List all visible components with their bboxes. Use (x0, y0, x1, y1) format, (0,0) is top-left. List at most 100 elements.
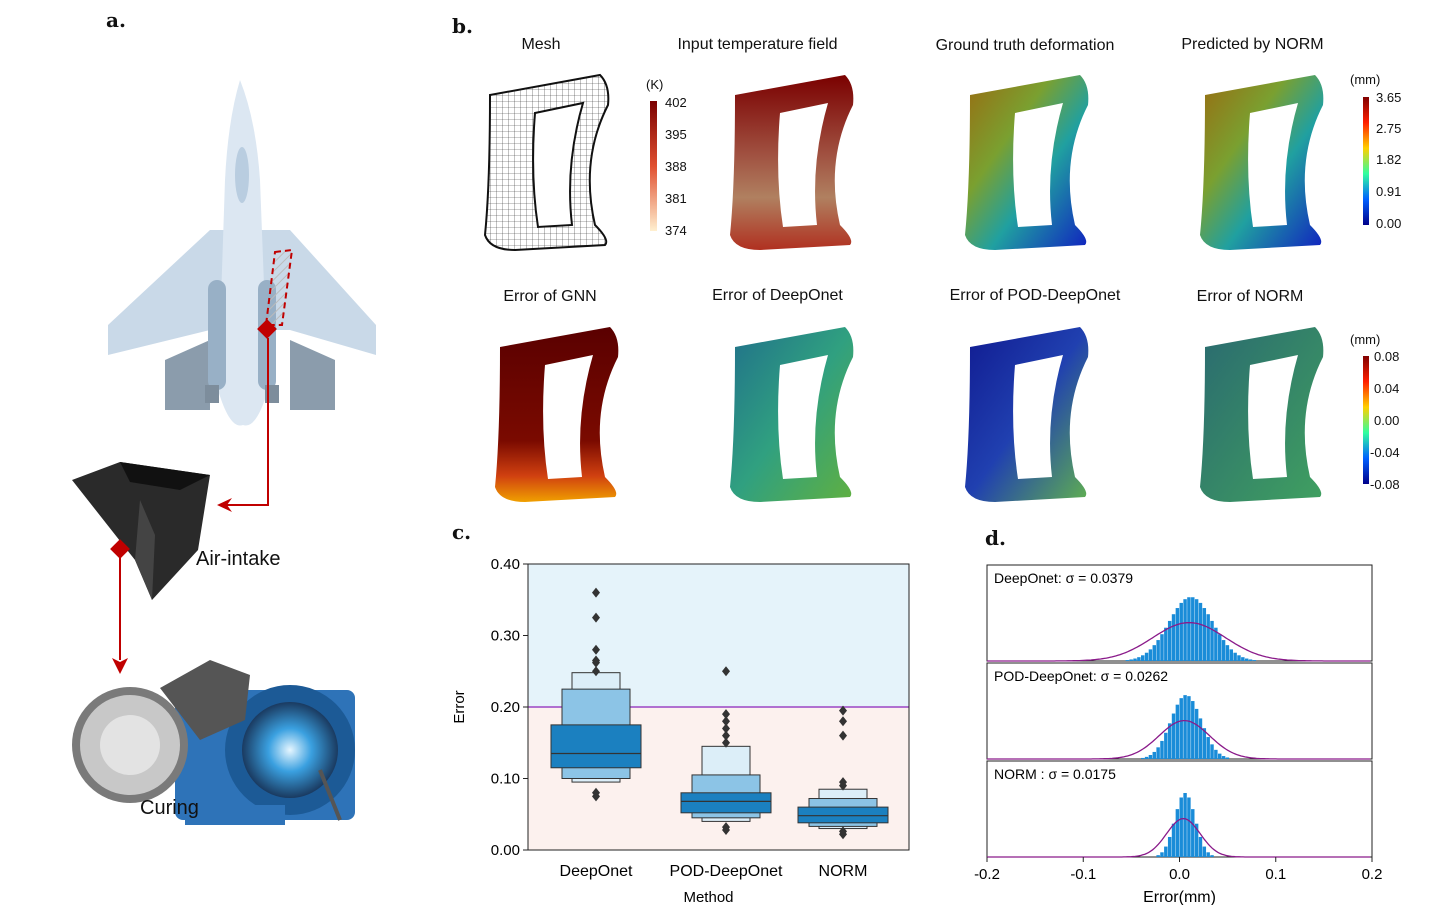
deform-tick-3: 0.91 (1376, 184, 1402, 199)
error-colorbar (1363, 356, 1369, 484)
hist-bar (1175, 704, 1180, 759)
hist-bar (1133, 658, 1137, 661)
outlier-point (722, 730, 730, 741)
hist-bar (1156, 855, 1160, 857)
hist-bar (1179, 602, 1183, 661)
error-pod-deeponet-plot (965, 327, 1089, 502)
hist-bar (1225, 757, 1230, 759)
predicted-plot (1200, 75, 1324, 250)
title-mesh: Mesh (521, 36, 561, 53)
mesh-plot (484, 74, 610, 251)
hist-bar (1148, 754, 1153, 759)
error-tick-0: 0.08 (1374, 349, 1400, 364)
hist-bar (1156, 747, 1160, 759)
hist-bar (1175, 608, 1180, 661)
hist-bar (1160, 740, 1164, 759)
temp-tick-1: 395 (665, 127, 687, 142)
hist-bar (1191, 597, 1195, 661)
temperature-colorbar (650, 101, 657, 231)
x-tick-label: 0.0 (1169, 866, 1190, 883)
hist-bar (1160, 634, 1164, 661)
error-unit: (mm) (1350, 332, 1381, 347)
panel-letter-c: c. (452, 520, 472, 544)
title-predicted-norm: Predicted by NORM (1181, 36, 1324, 53)
hist-bar (1210, 744, 1214, 759)
hist-bar (1206, 852, 1210, 857)
hist-bar (1214, 627, 1218, 661)
outlier-point (592, 666, 600, 677)
gaussian-fit-line (987, 621, 1371, 662)
hist-bar (1229, 649, 1233, 661)
hist-bar (1194, 599, 1199, 661)
outlier-point (722, 716, 730, 727)
hist-bar (1237, 655, 1241, 661)
outlier-point (839, 730, 847, 741)
hist-bar (1198, 602, 1203, 661)
hist-bar (1206, 614, 1210, 661)
y-tick-label: 0.10 (491, 771, 520, 788)
hist-bar (1137, 657, 1141, 661)
hist-bar (1183, 793, 1187, 857)
autoclave-icon (72, 660, 355, 825)
hist-bar (1171, 713, 1176, 759)
hist-bar (1141, 757, 1145, 759)
hist-bar (1171, 823, 1176, 857)
outlier-point (592, 655, 600, 666)
hist-bar (1218, 753, 1222, 759)
error-tick-4: -0.08 (1370, 477, 1400, 492)
hist-bar (1187, 696, 1191, 759)
hist-bar (1167, 836, 1172, 857)
ground-truth-plot (965, 75, 1089, 250)
x-tick-label: 0.1 (1265, 866, 1286, 883)
x-tick-label: DeepOnet (560, 863, 633, 880)
hist-bar (1160, 852, 1164, 857)
gaussian-fit-line (987, 817, 1371, 858)
hist-bar (1179, 797, 1183, 857)
deformation-colorbar (1363, 97, 1369, 225)
deform-tick-0: 3.65 (1376, 90, 1402, 105)
boxen-box (680, 792, 772, 814)
hist-bar (1202, 846, 1207, 857)
aircraft-icon (108, 80, 376, 426)
outlier-point (839, 826, 847, 837)
hist-bar (1252, 660, 1257, 661)
y-tick-label: 0.20 (491, 699, 520, 716)
y-axis-label: Error (451, 690, 468, 723)
error-histogram-chart: DeepOnet: σ = 0.0379 POD-DeepOnet: σ = 0.… (974, 564, 1382, 905)
hist-bar (1248, 659, 1253, 661)
hist-bar (1244, 658, 1249, 661)
temp-tick-0: 402 (665, 95, 687, 110)
outlier-point (722, 666, 730, 677)
title-ground-truth: Ground truth deformation (935, 37, 1115, 54)
y-tick-label: 0.40 (491, 556, 520, 573)
hist-bar (1152, 751, 1156, 759)
hist-bar (1183, 695, 1187, 759)
hist-bar (1171, 614, 1176, 661)
panel-b-field-plots (484, 74, 1369, 502)
hist-bar (1198, 718, 1203, 759)
outlier-point (722, 822, 730, 833)
outlier-point (592, 612, 600, 623)
hist-bar (1214, 749, 1218, 759)
hist-bar (1221, 640, 1226, 661)
hist-bar (1179, 698, 1183, 759)
panel-letter-b: b. (452, 14, 473, 38)
hist-bar (1187, 597, 1191, 661)
temp-tick-2: 388 (665, 159, 687, 174)
hist-bar (1164, 627, 1168, 661)
outlier-point (722, 709, 730, 720)
deform-unit: (mm) (1350, 72, 1381, 87)
hist-bar (1156, 640, 1160, 661)
x-tick-label: NORM (819, 863, 868, 880)
title-input-temperature: Input temperature field (677, 36, 838, 53)
hist-bar (1194, 823, 1199, 857)
deform-tick-2: 1.82 (1376, 152, 1402, 167)
hist-bar (1206, 737, 1210, 759)
outlier-point (592, 787, 600, 798)
outlier-point (839, 716, 847, 727)
x-axis-label: Error(mm) (1143, 889, 1216, 905)
outlier-point (839, 777, 847, 788)
hist-bar (1152, 645, 1156, 661)
panel-a-illustration (72, 80, 376, 825)
hist-bar (1210, 855, 1214, 857)
